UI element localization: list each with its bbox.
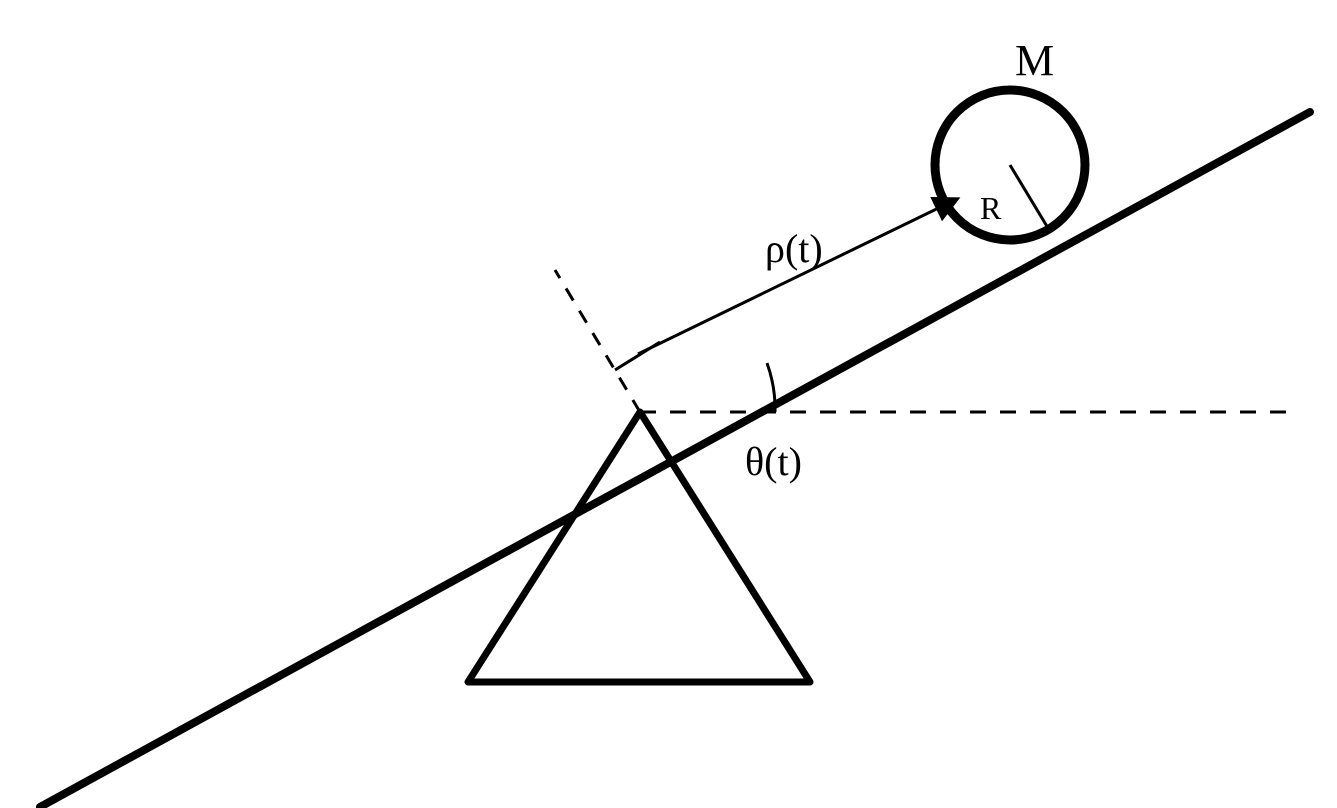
perpendicular-extension (555, 270, 640, 412)
incline-beam (40, 112, 1310, 807)
distance-label: ρ(t) (765, 225, 823, 272)
radius-line (1010, 165, 1048, 228)
diagram-canvas (0, 0, 1337, 808)
mass-label: M (1015, 35, 1054, 86)
radius-label: R (980, 190, 1001, 227)
angle-label: θ(t) (745, 438, 802, 485)
